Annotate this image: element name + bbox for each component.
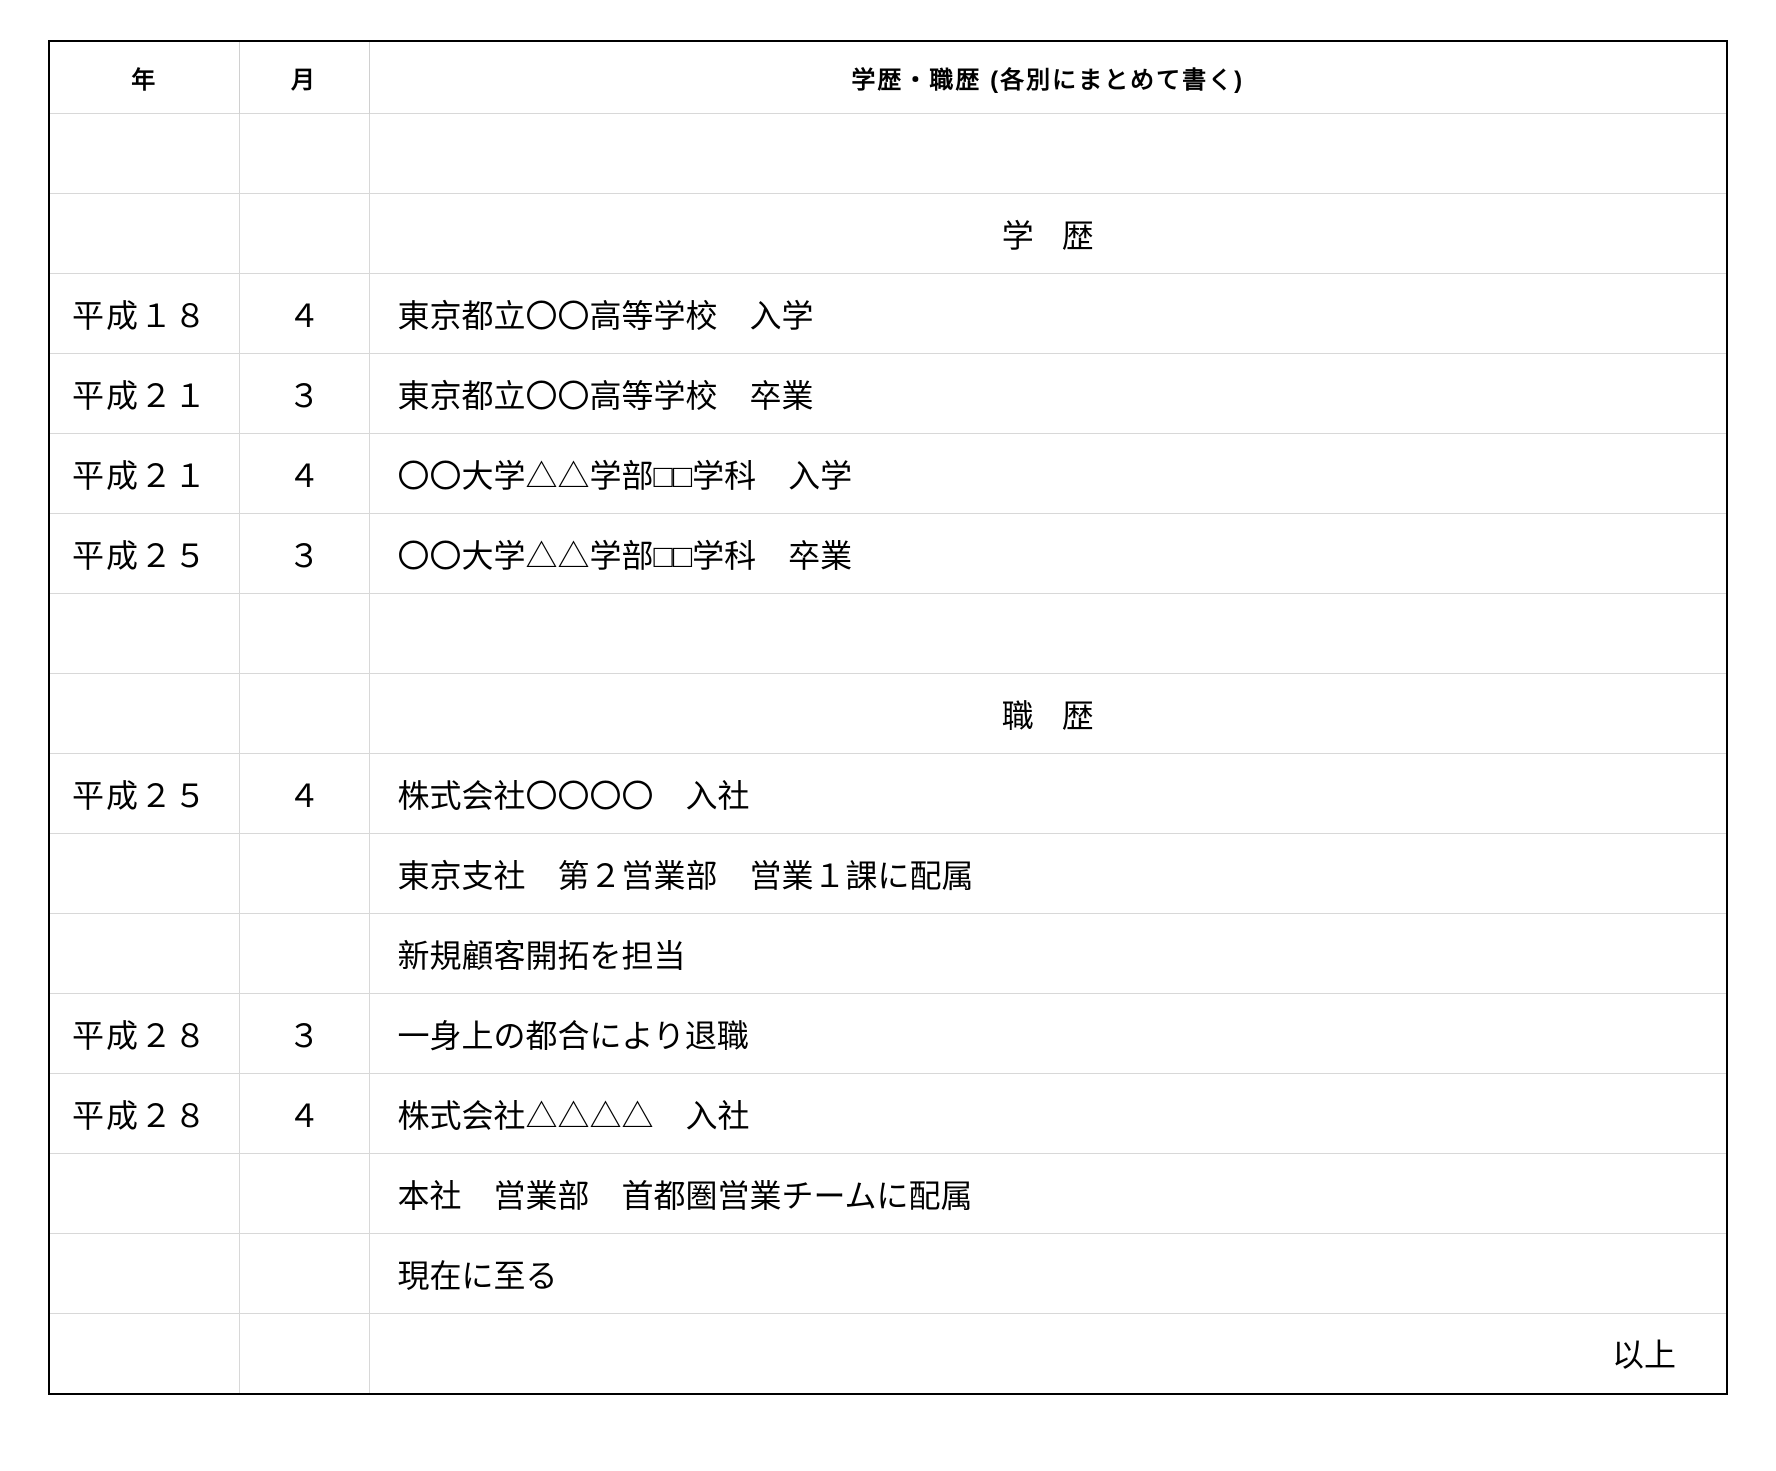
cell-month: [239, 1154, 369, 1234]
cell-detail: 現在に至る: [369, 1234, 1727, 1314]
table-row: 平成２１４〇〇大学△△学部□□学科 入学: [49, 434, 1727, 514]
cell-year: 平成２５: [49, 754, 239, 834]
header-detail: 学歴・職歴 (各別にまとめて書く): [369, 41, 1727, 114]
header-month: 月: [239, 41, 369, 114]
table-row: 平成１８４東京都立〇〇高等学校 入学: [49, 274, 1727, 354]
resume-history-table: 年 月 学歴・職歴 (各別にまとめて書く) 学歴平成１８４東京都立〇〇高等学校 …: [48, 40, 1728, 1395]
cell-year: [49, 1154, 239, 1234]
cell-month: ３: [239, 354, 369, 434]
cell-year: 平成２８: [49, 994, 239, 1074]
cell-month: ４: [239, 274, 369, 354]
header-divider: [49, 114, 1727, 194]
cell-year: [49, 834, 239, 914]
cell-year: 平成２８: [49, 1074, 239, 1154]
table-body: 学歴平成１８４東京都立〇〇高等学校 入学平成２１３東京都立〇〇高等学校 卒業平成…: [49, 194, 1727, 1394]
cell-detail: 以上: [369, 1314, 1727, 1394]
table-row: 以上: [49, 1314, 1727, 1394]
table-row: 学歴: [49, 194, 1727, 274]
cell-year: [49, 194, 239, 274]
cell-year: [49, 914, 239, 994]
cell-month: ４: [239, 434, 369, 514]
cell-month: ４: [239, 754, 369, 834]
cell-year: [49, 1314, 239, 1394]
cell-month: [239, 194, 369, 274]
cell-detail: 株式会社〇〇〇〇 入社: [369, 754, 1727, 834]
cell-detail: 〇〇大学△△学部□□学科 入学: [369, 434, 1727, 514]
cell-detail: 東京支社 第２営業部 営業１課に配属: [369, 834, 1727, 914]
table-row: [49, 594, 1727, 674]
cell-detail: 学歴: [369, 194, 1727, 274]
cell-month: [239, 674, 369, 754]
cell-detail: 〇〇大学△△学部□□学科 卒業: [369, 514, 1727, 594]
cell-detail: 一身上の都合により退職: [369, 994, 1727, 1074]
cell-detail: [369, 594, 1727, 674]
table-row: 平成２８４株式会社△△△△ 入社: [49, 1074, 1727, 1154]
cell-detail: 本社 営業部 首都圏営業チームに配属: [369, 1154, 1727, 1234]
table-row: 平成２１３東京都立〇〇高等学校 卒業: [49, 354, 1727, 434]
header-year: 年: [49, 41, 239, 114]
cell-year: 平成１８: [49, 274, 239, 354]
cell-month: ３: [239, 994, 369, 1074]
cell-detail: 職歴: [369, 674, 1727, 754]
cell-month: [239, 914, 369, 994]
table-row: 新規顧客開拓を担当: [49, 914, 1727, 994]
cell-year: [49, 1234, 239, 1314]
cell-year: 平成２１: [49, 434, 239, 514]
cell-detail: 東京都立〇〇高等学校 卒業: [369, 354, 1727, 434]
table-row: 平成２８３一身上の都合により退職: [49, 994, 1727, 1074]
table-row: 平成２５３〇〇大学△△学部□□学科 卒業: [49, 514, 1727, 594]
cell-year: 平成２１: [49, 354, 239, 434]
table-row: 職歴: [49, 674, 1727, 754]
table-row: 現在に至る: [49, 1234, 1727, 1314]
cell-year: [49, 674, 239, 754]
cell-month: [239, 1314, 369, 1394]
cell-month: [239, 1234, 369, 1314]
cell-month: ４: [239, 1074, 369, 1154]
cell-year: 平成２５: [49, 514, 239, 594]
table-row: 本社 営業部 首都圏営業チームに配属: [49, 1154, 1727, 1234]
table-row: 平成２５４株式会社〇〇〇〇 入社: [49, 754, 1727, 834]
cell-detail: 東京都立〇〇高等学校 入学: [369, 274, 1727, 354]
cell-month: [239, 834, 369, 914]
table-header-row: 年 月 学歴・職歴 (各別にまとめて書く): [49, 41, 1727, 114]
cell-month: ３: [239, 514, 369, 594]
cell-detail: 新規顧客開拓を担当: [369, 914, 1727, 994]
cell-month: [239, 594, 369, 674]
cell-detail: 株式会社△△△△ 入社: [369, 1074, 1727, 1154]
table-row: 東京支社 第２営業部 営業１課に配属: [49, 834, 1727, 914]
cell-year: [49, 594, 239, 674]
